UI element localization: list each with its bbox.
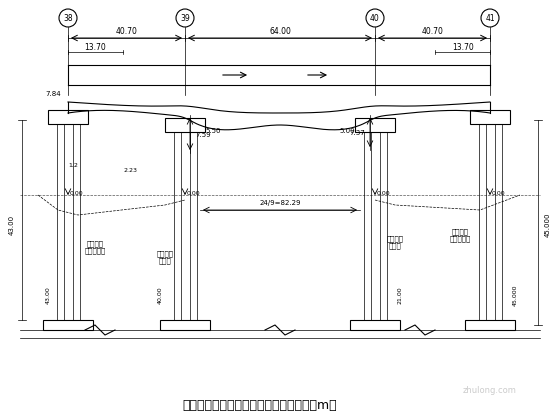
Bar: [355, 118, 395, 132]
Text: 13.70: 13.70: [452, 42, 474, 52]
Bar: [364, 132, 371, 320]
Bar: [350, 320, 400, 330]
Text: 64.00: 64.00: [269, 26, 291, 36]
Text: 0.00: 0.00: [69, 191, 83, 195]
Text: 特大桥连续梁平面图、纵断面图（单位：m）: 特大桥连续梁平面图、纵断面图（单位：m）: [183, 399, 337, 412]
Text: 40.70: 40.70: [115, 26, 137, 36]
Text: 0.00: 0.00: [186, 191, 200, 195]
Bar: [479, 124, 486, 320]
Text: 13.70: 13.70: [84, 42, 106, 52]
Text: 0.00: 0.00: [491, 191, 505, 195]
Bar: [495, 124, 502, 320]
Bar: [73, 124, 80, 320]
Bar: [380, 132, 387, 320]
Bar: [48, 110, 88, 124]
Text: 7.37: 7.37: [349, 130, 365, 136]
Text: 40.00: 40.00: [157, 286, 162, 304]
Text: 40: 40: [370, 13, 380, 23]
Text: 5.00: 5.00: [339, 128, 355, 134]
Text: 施工期间
地面处理线: 施工期间 地面处理线: [449, 228, 470, 242]
Text: 39: 39: [180, 13, 190, 23]
Bar: [160, 320, 210, 330]
Text: 40.70: 40.70: [422, 26, 444, 36]
Text: 设计地面
开挖线: 设计地面 开挖线: [386, 235, 404, 249]
Bar: [470, 110, 510, 124]
Bar: [57, 124, 64, 320]
Text: 5.50: 5.50: [206, 128, 221, 134]
Bar: [465, 320, 515, 330]
Bar: [174, 132, 181, 320]
Text: 41: 41: [485, 13, 495, 23]
Bar: [190, 132, 197, 320]
Text: 45.000: 45.000: [545, 213, 551, 237]
Text: 0.00: 0.00: [376, 191, 390, 195]
Bar: [43, 320, 93, 330]
Text: 21.00: 21.00: [398, 286, 403, 304]
Text: 施工期间
地面处理线: 施工期间 地面处理线: [85, 240, 106, 254]
Text: 2.23: 2.23: [123, 168, 137, 173]
Text: 1.2: 1.2: [68, 163, 78, 168]
Text: 设计地面
开挖线: 设计地面 开挖线: [156, 250, 174, 264]
Text: 43.00: 43.00: [9, 215, 15, 235]
Text: 7.59: 7.59: [195, 132, 211, 138]
Text: 45.000: 45.000: [512, 284, 517, 306]
Bar: [165, 118, 205, 132]
Text: 38: 38: [63, 13, 73, 23]
Text: 24/9=82.29: 24/9=82.29: [259, 200, 301, 206]
Text: zhulong.com: zhulong.com: [463, 386, 517, 394]
Text: 43.00: 43.00: [45, 286, 50, 304]
Text: 7.84: 7.84: [45, 91, 61, 97]
